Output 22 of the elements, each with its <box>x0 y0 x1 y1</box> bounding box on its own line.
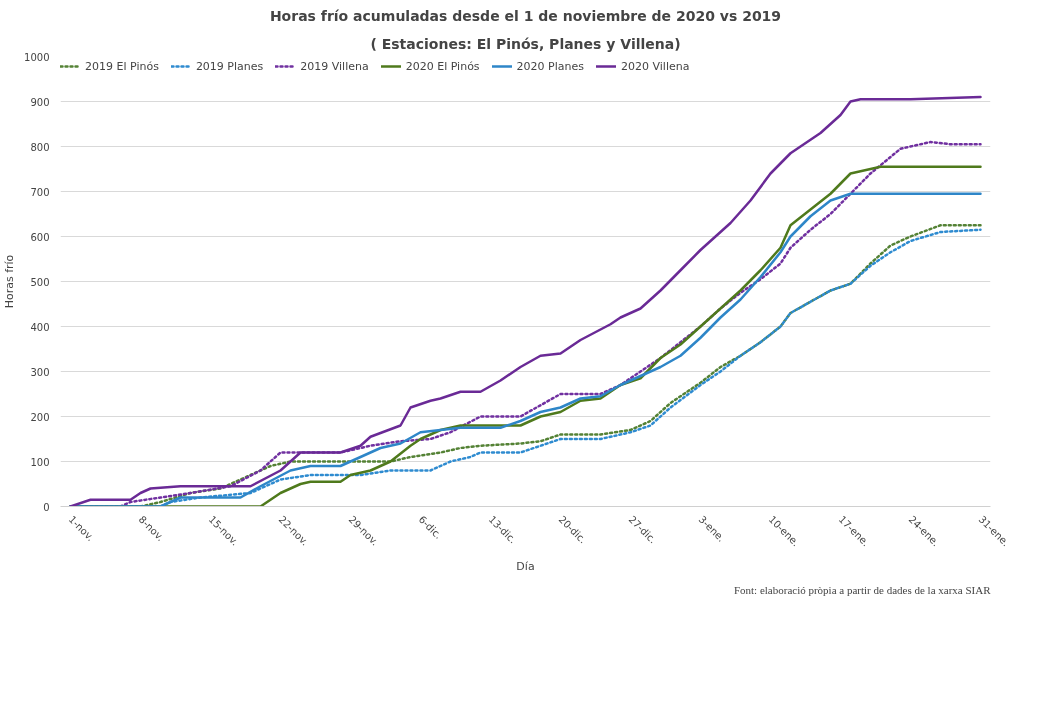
legend-label: 2020 El Pinós <box>405 59 480 73</box>
y-tick-label: 400 <box>30 321 50 333</box>
y-tick-label: 500 <box>30 276 50 288</box>
y-tick-label: 100 <box>30 456 50 468</box>
y-axis-title: Horas frío <box>3 254 17 309</box>
y-tick-label: 1000 <box>24 51 50 63</box>
y-tick-label: 0 <box>43 501 50 513</box>
y-tick-label: 300 <box>30 366 50 378</box>
legend-label: 2020 Planes <box>516 59 584 73</box>
chart-title: Horas frío acumuladas desde el 1 de noviembre de 2020 vs 2019 <box>269 7 782 24</box>
legend-label: 2019 Villena <box>300 59 369 73</box>
text: Font: elaboració pròpia a partir de dades de la xarxa SIAR <box>733 583 992 596</box>
legend-label: 2020 Villena <box>621 59 690 73</box>
x-axis-title: Día <box>516 560 535 574</box>
legend-label: 2019 El Pinós <box>85 59 159 73</box>
chart-subtitle: ( Estaciones: El Pinós, Planes y Villena) <box>370 35 681 52</box>
y-tick-label: 200 <box>30 411 50 423</box>
y-tick-label: 700 <box>30 186 50 198</box>
y-tick-label: 900 <box>30 96 50 108</box>
y-tick-label: 800 <box>30 141 50 153</box>
y-tick-label: 600 <box>30 231 50 243</box>
legend-label: 2019 Planes <box>195 59 264 73</box>
